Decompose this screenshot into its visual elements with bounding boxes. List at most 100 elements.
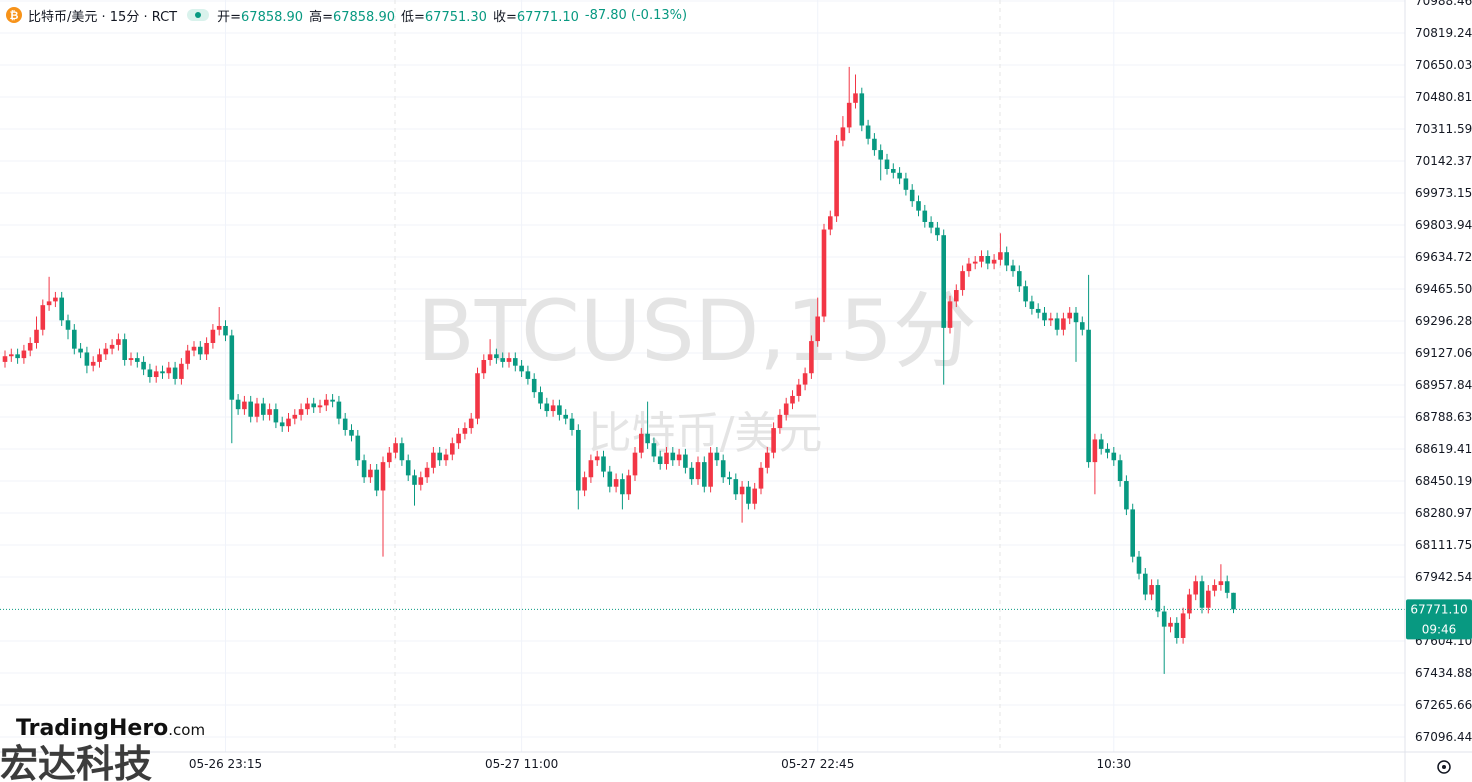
y-tick-label: 67434.88 xyxy=(1415,666,1472,680)
candle-body xyxy=(531,378,537,393)
countdown: 09:46 xyxy=(1422,622,1457,636)
candle-body xyxy=(916,201,921,211)
y-tick-label: 70650.03 xyxy=(1415,58,1472,72)
visibility-toggle[interactable] xyxy=(187,9,210,21)
candle-body xyxy=(229,335,235,400)
candle-body xyxy=(103,348,109,355)
candle-body xyxy=(872,138,877,151)
candle-body xyxy=(550,405,556,412)
candle-body xyxy=(34,329,39,343)
candle-body xyxy=(809,341,814,374)
ohlc-value: 67751.30 xyxy=(424,9,487,25)
ohlc-value: 67858.90 xyxy=(241,9,304,25)
y-tick-label: 67096.44 xyxy=(1415,730,1472,744)
ohlc-value: 67771.10 xyxy=(516,9,579,25)
candle-body xyxy=(1161,611,1167,627)
candle-body xyxy=(607,471,613,487)
candle-body xyxy=(393,443,398,453)
candle-body xyxy=(9,354,14,357)
candle-body xyxy=(242,401,247,410)
candle-body xyxy=(1035,308,1041,313)
candle-body xyxy=(311,403,316,408)
x-tick-label: 05-26 23:15 xyxy=(189,757,262,771)
candle-body xyxy=(424,467,430,478)
last-price-box xyxy=(1406,599,1472,640)
candle-body xyxy=(235,399,241,410)
last-price-label: 67771.10 xyxy=(1410,602,1467,616)
candle-body xyxy=(368,469,373,478)
candle-body xyxy=(941,235,946,328)
candle-body xyxy=(689,467,694,480)
candle-body xyxy=(78,348,83,353)
candle-body xyxy=(783,403,789,415)
candle-body xyxy=(884,159,890,170)
candle-body xyxy=(172,367,178,379)
candle-body xyxy=(525,371,531,379)
candle-body xyxy=(317,405,323,408)
candle-body xyxy=(1073,312,1079,323)
ohlc-value: 67858.90 xyxy=(332,9,395,25)
candle-body xyxy=(1149,585,1154,595)
candle-body xyxy=(116,339,121,345)
candle-body xyxy=(985,255,991,264)
candle-body xyxy=(90,361,96,366)
candle-body xyxy=(305,403,310,410)
candle-body xyxy=(450,443,455,455)
candle-body xyxy=(27,342,33,351)
candle-body xyxy=(456,433,461,444)
candle-body xyxy=(109,344,115,349)
candle-body xyxy=(330,399,335,402)
candle-body xyxy=(1117,460,1123,482)
ohlc-legend: 开=67858.90 高=67858.90 低=67751.30 收=67771.10 xyxy=(217,6,585,25)
candle-body xyxy=(1048,318,1054,321)
candle-body xyxy=(475,373,480,419)
candle-body xyxy=(909,189,915,202)
y-tick-label: 69465.50 xyxy=(1415,282,1472,296)
candle-body xyxy=(1193,581,1198,595)
watermark-subtitle: 比特币/美元 xyxy=(588,408,823,459)
candle-body xyxy=(1143,573,1148,595)
settings-icon-center xyxy=(1442,765,1446,769)
watermark: BTCUSD,15分 xyxy=(417,282,977,380)
candle-body xyxy=(821,229,827,317)
candle-body xyxy=(1080,322,1085,330)
candle-body xyxy=(683,454,688,468)
candle-body xyxy=(582,477,587,491)
candle-body xyxy=(840,127,846,141)
y-tick-label: 69973.15 xyxy=(1415,186,1472,200)
candle-body xyxy=(947,301,953,328)
candle-body xyxy=(708,452,713,487)
candle-body xyxy=(1092,439,1098,463)
candle-body xyxy=(72,329,77,349)
candle-body xyxy=(922,210,928,222)
candle-body xyxy=(84,352,90,366)
candle-body xyxy=(191,346,197,351)
candle-body xyxy=(59,297,64,321)
x-tick-label: 05-27 11:00 xyxy=(485,757,558,771)
candles xyxy=(0,66,1405,674)
y-tick-label: 68111.75 xyxy=(1415,538,1472,552)
candle-body xyxy=(418,477,424,485)
candle-body xyxy=(588,460,594,478)
candle-body xyxy=(147,369,153,378)
candle-body xyxy=(349,429,354,436)
candle-body xyxy=(1187,594,1192,614)
candle-body xyxy=(613,479,619,487)
candle-body xyxy=(437,452,442,461)
candle-body xyxy=(1004,252,1009,266)
candle-body xyxy=(387,452,392,463)
settings-icon[interactable] xyxy=(1437,760,1451,774)
candle-body xyxy=(128,358,134,361)
candle-body xyxy=(1136,556,1142,574)
candle-body xyxy=(664,452,669,465)
candle-body xyxy=(853,93,858,103)
candle-body xyxy=(846,102,852,128)
candle-body xyxy=(859,93,865,126)
candle-body xyxy=(135,358,140,362)
candle-body xyxy=(702,462,707,487)
candle-body xyxy=(500,358,505,362)
candle-body xyxy=(342,418,348,430)
candle-body xyxy=(166,367,172,374)
y-tick-label: 68957.84 xyxy=(1415,378,1472,392)
candle-body xyxy=(40,305,46,330)
